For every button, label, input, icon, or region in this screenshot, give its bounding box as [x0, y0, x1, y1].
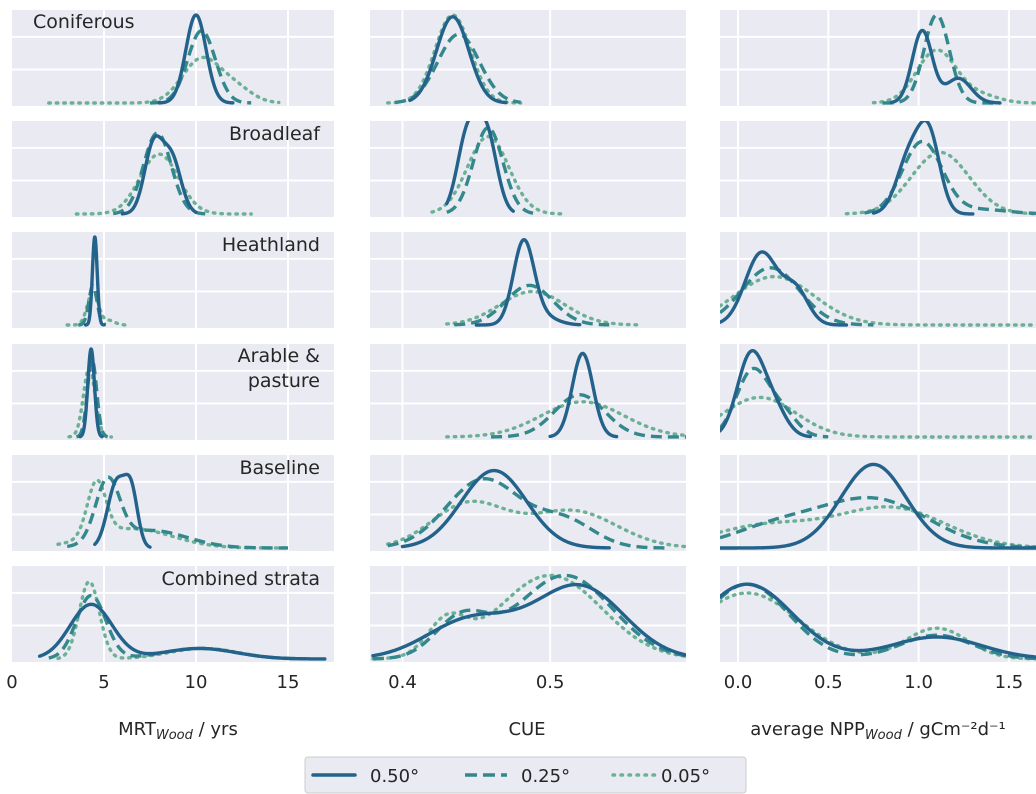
panel-background [370, 121, 686, 217]
density-curve-050 [408, 15, 508, 105]
x-tick-label: 0.5 [536, 672, 565, 693]
density-curve-025 [453, 283, 611, 327]
panel-background [370, 344, 686, 440]
row-title-arable-line1: Arable & [238, 345, 321, 367]
row-title-baseline: Baseline [239, 457, 320, 479]
panel-r2-c1 [370, 232, 686, 328]
legend: 0.50° 0.25° 0.05° [304, 756, 747, 794]
row-title-heathland: Heathland [222, 234, 320, 256]
panel-r3-c0 [12, 344, 334, 440]
x-axis-label-mrt: MRTWood / yrs [118, 719, 238, 743]
panel-r5-c0 [12, 566, 334, 662]
density-curve-050 [720, 250, 849, 327]
panel-r0-c0 [12, 10, 334, 106]
x-tick-labels: 0 5 10 15 0.4 0.5 0.0 0.5 1.0 1.5 [6, 672, 1023, 693]
row-title-arable-line2: pasture [248, 370, 320, 392]
density-curve-005 [56, 478, 290, 550]
panel-background [720, 10, 1036, 106]
density-curve-050 [371, 582, 686, 658]
density-curve-050 [720, 582, 1036, 659]
density-curve-025 [881, 13, 1002, 105]
legend-label-050: 0.50° [370, 766, 419, 787]
density-curve-005 [445, 289, 641, 327]
density-curve-025 [372, 573, 686, 661]
panel-r3-c1 [370, 344, 686, 440]
x-tick-label: 0.5 [814, 672, 843, 693]
density-curve-050 [157, 13, 235, 105]
panel-r1-c1 [370, 121, 686, 217]
x-tick-label: 1.0 [904, 672, 933, 693]
x-tick-label: 1.5 [995, 672, 1024, 693]
density-curve-005 [720, 274, 1036, 327]
x-tick-label: 10 [185, 672, 208, 693]
panel-background [720, 232, 1036, 328]
row-titles: Coniferous Broadleaf Heathland Arable & … [33, 11, 321, 590]
density-curve-050 [37, 602, 327, 661]
panel-r4-c0 [12, 455, 334, 551]
row-title-broadleaf: Broadleaf [229, 123, 321, 145]
density-curve-005 [844, 150, 1036, 216]
density-curve-050 [720, 348, 812, 439]
density-curve-050 [78, 347, 104, 439]
x-axis-label-cue: CUE [508, 719, 545, 740]
density-curve-005 [47, 55, 281, 105]
row-title-combined-strata: Combined strata [162, 568, 320, 590]
panel-r1-c0 [12, 121, 334, 217]
panel-r5-c1 [370, 566, 686, 662]
density-curve-025 [74, 357, 110, 439]
density-curve-050 [889, 28, 1002, 105]
density-curve-050 [445, 121, 515, 213]
panel-background [12, 232, 334, 328]
density-curve-050 [400, 468, 611, 550]
density-curve-050 [474, 237, 582, 327]
density-curve-050 [871, 121, 975, 216]
density-curve-050 [720, 462, 1036, 550]
density-curve-005 [720, 395, 1036, 439]
density-curve-050 [93, 472, 152, 549]
legend-label-025: 0.25° [521, 766, 570, 787]
panel-background [720, 455, 1036, 551]
legend-box [304, 756, 747, 794]
panel-r1-c2 [720, 121, 1036, 217]
density-curve-050 [548, 351, 619, 439]
x-tick-label: 0.0 [724, 672, 753, 693]
density-curve-025 [720, 366, 830, 439]
density-curve-025 [445, 126, 537, 216]
panel-grid [12, 10, 1036, 662]
density-curve-050 [83, 235, 106, 327]
panel-background [12, 344, 334, 440]
panel-r0-c1 [370, 10, 686, 106]
density-curve-005 [430, 134, 567, 216]
panel-r0-c2 [720, 10, 1036, 106]
x-axis-label-npp: average NPPWood / gCm⁻²d⁻¹ [750, 719, 1006, 743]
panel-background [720, 344, 1036, 440]
legend-label-005: 0.05° [661, 766, 710, 787]
x-axis-labels: MRTWood / yrs CUE average NPPWood / gCm⁻… [118, 719, 1006, 743]
panel-r2-c2 [720, 232, 1036, 328]
density-curve-025 [490, 393, 686, 439]
density-curve-025 [111, 131, 207, 216]
panel-background [720, 121, 1036, 217]
density-curve-050 [120, 134, 198, 216]
row-title-coniferous: Coniferous [33, 11, 135, 33]
density-curve-005 [720, 505, 1036, 549]
density-curve-005 [74, 152, 253, 216]
x-tick-label: 0 [6, 672, 17, 693]
x-tick-label: 5 [98, 672, 109, 693]
panel-r2-c0 [12, 232, 334, 328]
density-curve-025 [720, 495, 1036, 550]
panel-r4-c1 [370, 455, 686, 551]
panel-r5-c2 [720, 566, 1036, 662]
panel-r3-c2 [720, 344, 1036, 440]
density-curve-005 [445, 400, 686, 439]
panel-r4-c2 [720, 455, 1036, 551]
x-tick-label: 15 [277, 672, 300, 693]
density-curve-005 [871, 48, 1036, 105]
x-tick-label: 0.4 [388, 672, 417, 693]
density-curve-025 [66, 475, 289, 550]
